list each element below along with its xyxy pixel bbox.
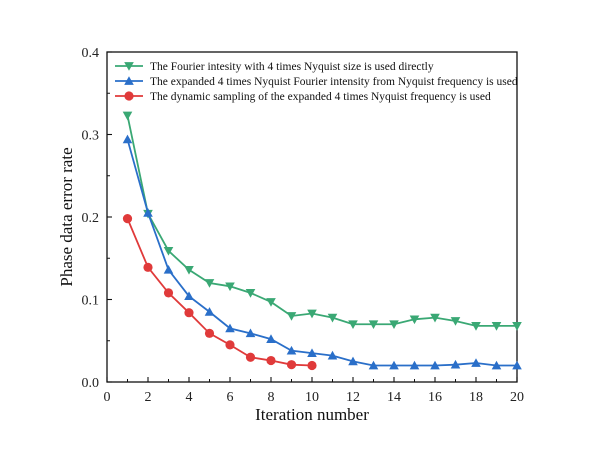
data-point bbox=[430, 360, 440, 370]
data-point bbox=[204, 279, 215, 288]
data-point bbox=[409, 360, 420, 370]
data-point bbox=[348, 320, 358, 330]
data-point bbox=[204, 307, 215, 316]
x-tick-label: 0 bbox=[104, 390, 111, 405]
data-point bbox=[491, 322, 502, 331]
data-point bbox=[512, 360, 522, 370]
y-tick-label: 0.3 bbox=[82, 129, 100, 144]
y-tick-label: 0.1 bbox=[82, 294, 100, 309]
x-tick-label: 12 bbox=[346, 390, 360, 405]
data-point bbox=[409, 315, 420, 325]
data-point bbox=[348, 356, 358, 366]
x-axis-label: Iteration number bbox=[255, 405, 369, 424]
data-point bbox=[143, 208, 153, 217]
data-point bbox=[327, 313, 338, 323]
data-point bbox=[266, 298, 276, 307]
data-point bbox=[184, 308, 194, 318]
x-tick-label: 20 bbox=[510, 390, 524, 405]
legend-swatch-marker bbox=[124, 76, 134, 85]
legend-swatch-marker bbox=[124, 91, 134, 101]
data-point bbox=[307, 360, 317, 371]
data-point bbox=[286, 345, 297, 355]
x-tick-label: 2 bbox=[145, 390, 152, 405]
y-tick-label: 0.0 bbox=[82, 376, 100, 391]
data-point bbox=[512, 322, 522, 331]
legend-item: The dynamic sampling of the expanded 4 t… bbox=[115, 91, 491, 103]
data-point bbox=[184, 291, 194, 301]
data-point bbox=[368, 320, 379, 330]
data-point bbox=[307, 348, 317, 357]
data-point bbox=[471, 358, 481, 367]
data-point bbox=[245, 352, 256, 362]
data-point bbox=[225, 282, 235, 292]
x-tick-label: 6 bbox=[227, 390, 234, 405]
series-3 bbox=[122, 214, 317, 371]
y-tick-label: 0.4 bbox=[82, 46, 100, 61]
data-point bbox=[286, 360, 297, 370]
legend-label: The Fourier intesity with 4 times Nyquis… bbox=[150, 61, 434, 73]
series-line bbox=[126, 139, 517, 367]
data-point bbox=[143, 262, 153, 272]
data-point bbox=[163, 265, 174, 274]
series-1 bbox=[122, 111, 522, 331]
data-point bbox=[307, 309, 317, 319]
data-point bbox=[368, 360, 379, 370]
x-tick-label: 16 bbox=[428, 390, 442, 405]
data-point bbox=[122, 214, 133, 224]
y-axis-label: Phase data error rate bbox=[57, 147, 76, 286]
data-point bbox=[122, 134, 133, 144]
data-point bbox=[266, 334, 276, 343]
data-point bbox=[122, 111, 133, 121]
data-point bbox=[389, 360, 399, 370]
data-point bbox=[225, 323, 235, 333]
data-point bbox=[245, 328, 256, 338]
data-point bbox=[450, 317, 461, 326]
x-tick-label: 14 bbox=[387, 390, 401, 405]
legend: The Fourier intesity with 4 times Nyquis… bbox=[115, 61, 518, 103]
axes: 0 2 4 6 8 10 12 14 16 18 20 0.0 0.1 0.2 0.3 0.4 bbox=[82, 46, 525, 405]
legend-label: The expanded 4 times Nyquist Fourier int… bbox=[150, 76, 518, 88]
x-tick-label: 10 bbox=[305, 390, 319, 405]
data-point bbox=[225, 340, 235, 350]
data-point bbox=[204, 328, 215, 338]
data-point bbox=[327, 350, 338, 360]
series-line bbox=[126, 115, 517, 327]
series-2 bbox=[122, 134, 522, 370]
legend-label: The dynamic sampling of the expanded 4 t… bbox=[150, 91, 491, 103]
x-tick-label: 8 bbox=[268, 390, 275, 405]
x-tick-label: 18 bbox=[469, 390, 483, 405]
data-point bbox=[389, 320, 399, 330]
data-point bbox=[245, 289, 256, 298]
data-point bbox=[163, 246, 174, 256]
data-point bbox=[491, 360, 502, 370]
data-point bbox=[471, 322, 481, 331]
data-point bbox=[286, 312, 297, 321]
data-point bbox=[184, 265, 194, 275]
legend-swatch-marker bbox=[124, 62, 134, 71]
data-point bbox=[430, 313, 440, 323]
x-tick-label: 4 bbox=[186, 390, 193, 405]
legend-item: The Fourier intesity with 4 times Nyquis… bbox=[115, 61, 434, 73]
data-point bbox=[163, 288, 174, 298]
y-tick-label: 0.2 bbox=[82, 211, 100, 226]
data-point bbox=[450, 359, 461, 369]
series-line bbox=[126, 218, 313, 367]
series-layer bbox=[122, 111, 522, 371]
data-point bbox=[266, 355, 276, 366]
legend-item: The expanded 4 times Nyquist Fourier int… bbox=[115, 76, 518, 88]
